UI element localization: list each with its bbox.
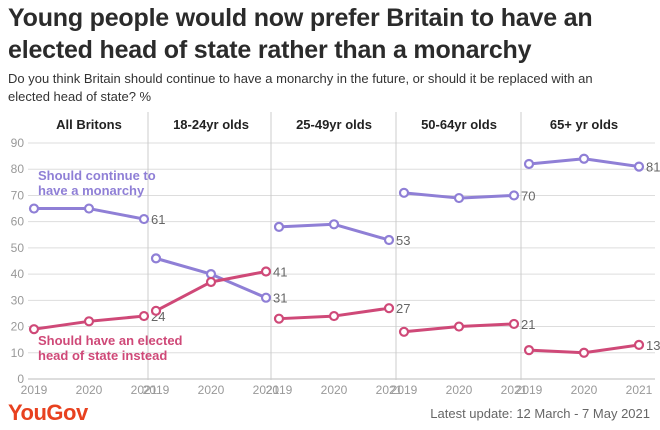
latest-update: Latest update: 12 March - 7 May 2021 (430, 406, 650, 421)
x-tick-label-3-0: 2019 (391, 383, 418, 397)
monarchy-end-label-2: 53 (396, 233, 410, 248)
elected-point-4-0 (523, 345, 535, 356)
y-tick-label-80: 80 (11, 162, 25, 176)
series-label-elected-line1: Should have an elected (38, 333, 183, 348)
panel-title-2: 25-49yr olds (296, 117, 372, 132)
y-tick-label-10: 10 (11, 346, 25, 360)
monarchy-point-0-1 (83, 203, 95, 214)
elected-point-1-0 (150, 305, 162, 316)
monarchy-point-2-2 (383, 234, 395, 246)
elected-point-0-0 (28, 324, 40, 335)
y-tick-label-0: 0 (17, 372, 24, 386)
monarchy-point-0-0 (28, 203, 40, 214)
latest-update-range: 12 March - 7 May 2021 (516, 406, 650, 421)
y-tick-label-20: 20 (11, 320, 25, 334)
monarchy-point-2-1 (328, 219, 340, 230)
monarchy-point-1-0 (150, 253, 162, 264)
x-tick-label-1-0: 2019 (143, 383, 170, 397)
elected-point-2-0 (273, 313, 285, 324)
elected-end-label-1: 41 (273, 264, 287, 279)
x-tick-label-0-0: 2019 (21, 383, 48, 397)
monarchy-end-label-1: 31 (273, 291, 287, 306)
elected-end-label-2: 27 (396, 301, 410, 316)
series-label-elected-line2: head of state instead (38, 348, 167, 363)
panel-title-4: 65+ yr olds (550, 117, 618, 132)
elected-point-1-1 (205, 276, 217, 288)
chart-subtitle: Do you think Britain should continue to … (8, 71, 593, 104)
elected-point-2-2 (383, 303, 395, 314)
monarchy-end-label-3: 70 (521, 188, 535, 203)
y-tick-label-50: 50 (11, 241, 25, 255)
x-tick-label-1-1: 2020 (198, 383, 225, 397)
elected-point-0-1 (83, 316, 95, 327)
monarchy-point-0-2 (138, 213, 150, 225)
elected-point-3-0 (398, 326, 410, 337)
elected-point-4-1 (578, 347, 590, 358)
series-label-monarchy-line2: have a monarchy (38, 183, 145, 198)
elected-point-3-2 (508, 318, 520, 330)
panel-title-0: All Britons (56, 117, 122, 132)
monarchy-point-3-2 (508, 190, 520, 201)
monarchy-point-4-1 (578, 153, 590, 164)
elected-point-0-2 (138, 310, 150, 322)
monarchy-end-label-0: 61 (151, 212, 165, 227)
x-tick-label-4-2: 2021 (626, 383, 653, 397)
x-tick-label-3-2: 2021 (501, 383, 528, 397)
panel-title-1: 18-24yr olds (173, 117, 249, 132)
latest-update-label: Latest update: (430, 406, 513, 421)
elected-end-label-4: 13 (646, 338, 660, 353)
x-tick-label-2-2: 2021 (376, 383, 403, 397)
monarchy-end-label-4: 81 (646, 160, 660, 175)
monarchy-point-1-2 (260, 292, 272, 303)
y-tick-label-90: 90 (11, 136, 25, 150)
x-tick-label-0-1: 2020 (76, 383, 103, 397)
x-tick-label-4-1: 2020 (571, 383, 598, 397)
monarchy-point-4-0 (523, 158, 535, 170)
elected-point-2-1 (328, 310, 340, 322)
elected-point-3-1 (453, 321, 465, 332)
y-tick-label-70: 70 (11, 188, 25, 202)
monarchy-point-3-0 (398, 187, 410, 198)
x-tick-label-4-0: 2019 (516, 383, 543, 397)
panel-title-3: 50-64yr olds (421, 117, 497, 132)
series-label-monarchy-line1: Should continue to (38, 168, 156, 183)
monarchy-point-2-0 (273, 221, 285, 233)
small-multiples-chart: 0 10 20 30 40 50 60 70 80 90 All Britons 2019 2020 20… (11, 112, 660, 397)
x-tick-label-2-0: 2019 (266, 383, 293, 397)
elected-point-4-2 (633, 339, 645, 351)
x-tick-label-3-1: 2020 (446, 383, 473, 397)
y-tick-label-60: 60 (11, 215, 25, 229)
yougov-logo: YouGov (8, 400, 88, 425)
y-tick-label-30: 30 (11, 293, 25, 307)
elected-point-1-2 (260, 266, 272, 277)
chart-title: Young people would now prefer Britain to… (8, 4, 593, 64)
monarchy-point-3-1 (453, 192, 465, 204)
monarchy-point-4-2 (633, 161, 645, 172)
x-tick-label-0-2: 2021 (131, 383, 158, 397)
y-tick-label-40: 40 (11, 267, 25, 281)
elected-end-label-3: 21 (521, 317, 535, 332)
x-tick-label-1-2: 2021 (253, 383, 280, 397)
x-tick-label-2-1: 2020 (321, 383, 348, 397)
